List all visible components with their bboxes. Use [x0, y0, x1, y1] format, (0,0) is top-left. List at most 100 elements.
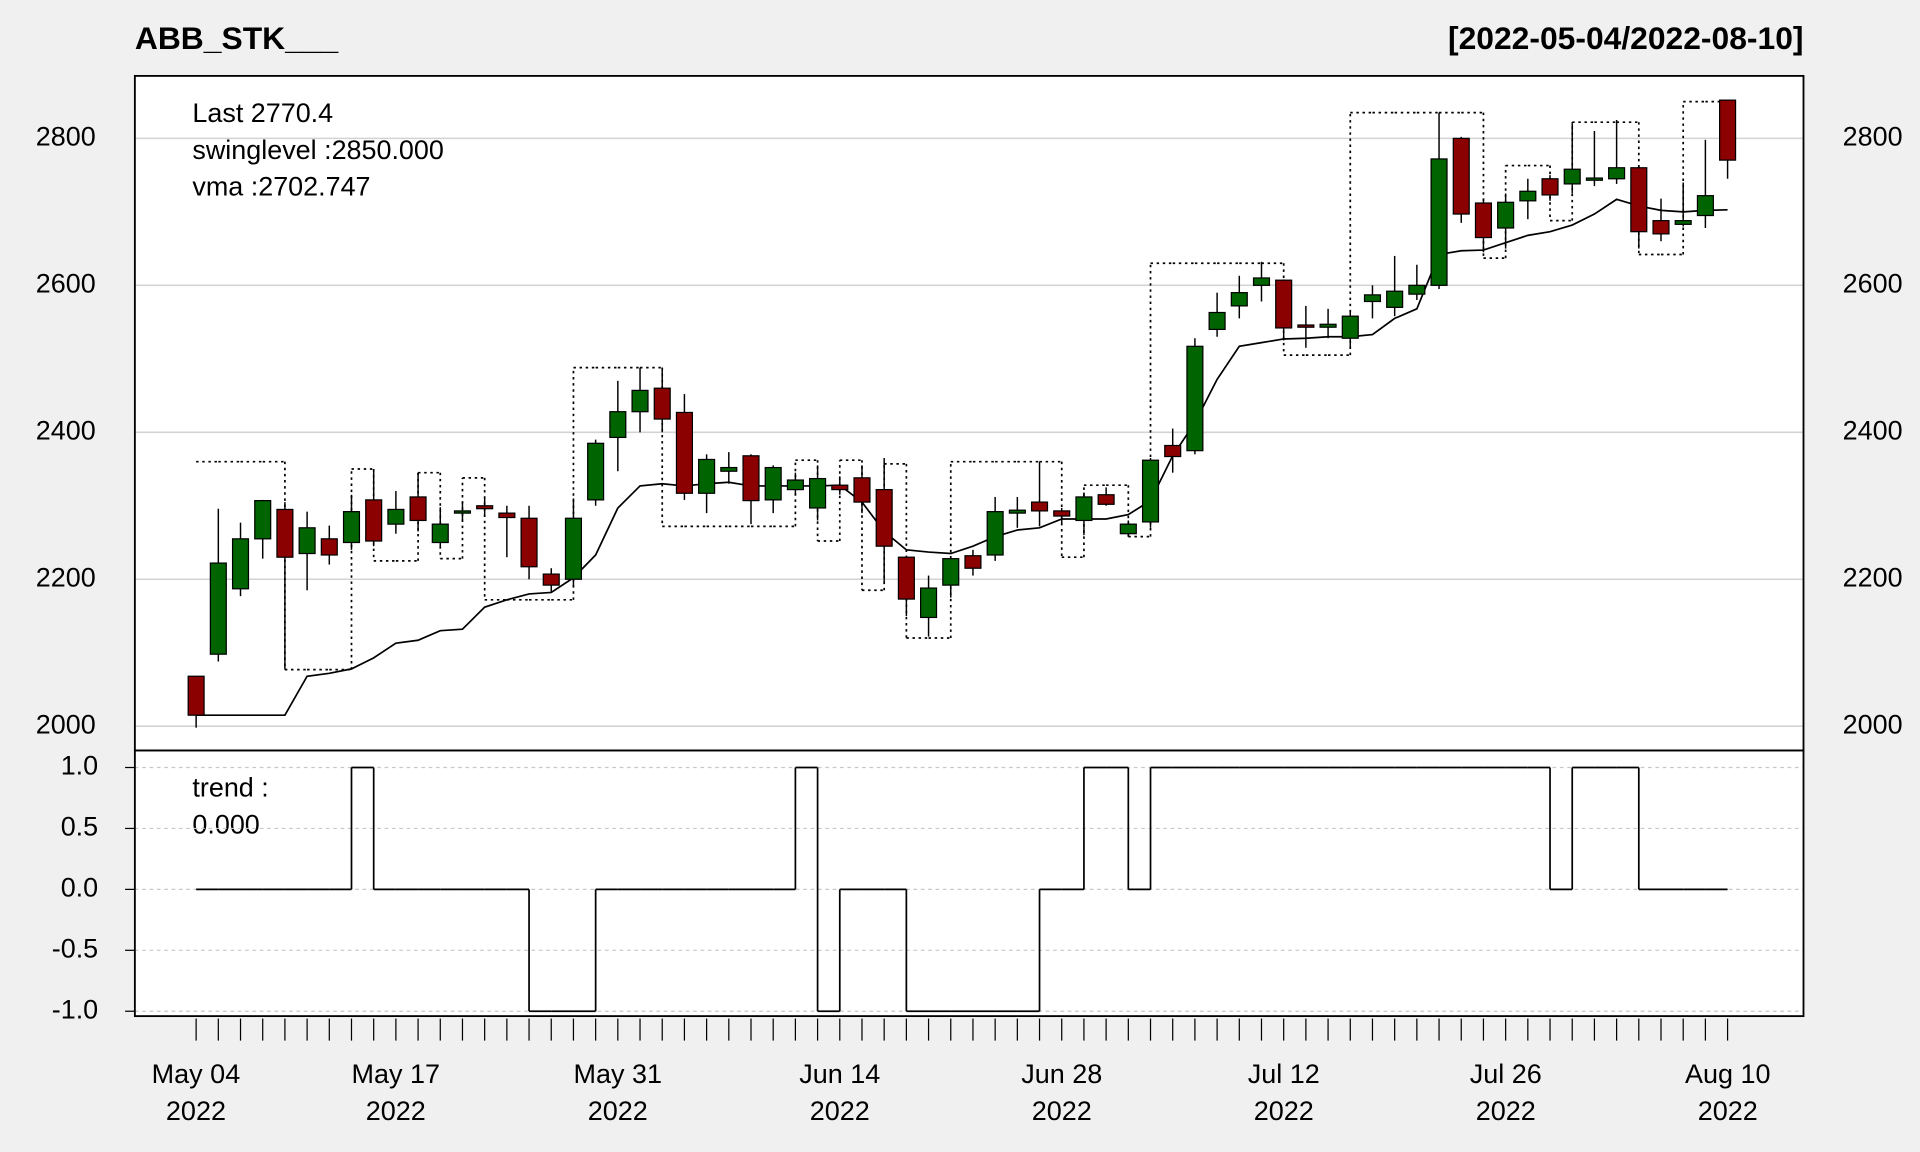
- panel-frame: [133, 749, 1805, 1018]
- candle-body: [1319, 323, 1337, 328]
- x-tick-label: Jul 26 2022: [1469, 1058, 1542, 1126]
- y-tick-label: -0.5: [52, 933, 98, 963]
- candle-body: [365, 499, 383, 542]
- candle-body: [1386, 290, 1404, 308]
- candle-body: [809, 477, 827, 509]
- candle-body: [409, 496, 427, 522]
- candle-body: [1497, 201, 1515, 229]
- candle-body: [187, 675, 205, 716]
- candle-body: [1452, 137, 1470, 215]
- candle-body: [1230, 292, 1248, 307]
- y-tick-label: 2200: [1843, 562, 1903, 592]
- candle-body: [897, 556, 915, 600]
- y-tick-label: 2400: [1843, 415, 1903, 445]
- candle-body: [1030, 501, 1049, 512]
- candle-body: [1474, 202, 1493, 239]
- candle-body: [964, 555, 982, 569]
- y-tick-label: 1.0: [61, 751, 98, 781]
- candle-body: [209, 562, 227, 655]
- y-tick-label: 2400: [36, 415, 96, 445]
- y-tick-label: 0.0: [61, 872, 98, 902]
- candle-body: [1141, 459, 1160, 523]
- y-tick-label: 2800: [1843, 121, 1903, 151]
- chart-title: ABB_STK___: [135, 20, 339, 56]
- candle-body: [1519, 190, 1537, 202]
- line-series: [196, 198, 1728, 717]
- candle-body: [986, 511, 1004, 556]
- candle-body: [1696, 195, 1714, 217]
- candle-body: [1008, 509, 1026, 514]
- candle-body: [764, 466, 782, 501]
- y-tick-label: 2800: [36, 121, 96, 151]
- y-tick-label: 2000: [36, 709, 96, 739]
- candle-body: [1275, 279, 1293, 329]
- candle-body: [1297, 324, 1315, 328]
- candle-body: [1053, 510, 1071, 517]
- candle-body: [254, 500, 272, 540]
- candle-body: [919, 587, 938, 619]
- y-tick-label: 2600: [36, 268, 96, 298]
- x-tick-label: May 04 2022: [151, 1058, 241, 1126]
- candle-body: [298, 527, 316, 555]
- candle-body: [520, 517, 538, 568]
- candle-body: [453, 510, 472, 514]
- legend-entry: swinglevel :2850.000: [192, 135, 443, 165]
- candle-body: [1341, 315, 1359, 339]
- candle-body: [942, 558, 960, 586]
- candle-body: [1541, 178, 1559, 196]
- candle-body: [631, 389, 649, 413]
- legend-entry: trend :: [192, 773, 268, 803]
- candle-body: [1252, 277, 1271, 286]
- legend-entry: vma :2702.747: [192, 172, 370, 202]
- candle-body: [1164, 444, 1182, 458]
- candle-body: [1608, 167, 1626, 180]
- candle-body: [609, 411, 627, 439]
- y-tick-label: 2600: [1843, 268, 1903, 298]
- date-range: [2022-05-04/2022-08-10]: [1448, 20, 1803, 56]
- plot-area: [134, 75, 1804, 1017]
- candle-body: [1719, 99, 1737, 161]
- candle-body: [853, 477, 871, 503]
- candle-body: [231, 538, 250, 590]
- candle-body: [831, 484, 849, 491]
- x-tick-label: May 31 2022: [573, 1058, 663, 1126]
- candle-body: [786, 479, 804, 491]
- candle-body: [387, 508, 405, 525]
- legend-value: 0.000: [192, 809, 259, 839]
- candle-body: [542, 573, 560, 586]
- candle-body: [1430, 158, 1448, 286]
- candle-body: [431, 523, 449, 544]
- candle-body: [1630, 167, 1648, 233]
- candle-body: [875, 488, 893, 547]
- candle-body: [1208, 311, 1226, 331]
- y-tick-label: 2000: [1843, 709, 1903, 739]
- candle-body: [1075, 496, 1093, 522]
- candle-body: [1186, 345, 1204, 452]
- candle-body: [720, 466, 738, 472]
- candle-body: [1563, 168, 1581, 185]
- candle-body: [1674, 220, 1692, 225]
- x-tick-label: Aug 10 2022: [1684, 1058, 1771, 1126]
- candle-body: [742, 455, 760, 502]
- candle-body: [320, 538, 338, 556]
- x-tick-label: Jun 14 2022: [799, 1058, 881, 1126]
- candle-body: [1119, 523, 1137, 535]
- candle-body: [564, 517, 583, 580]
- candle-body: [1363, 294, 1382, 303]
- candle-body: [1097, 494, 1115, 505]
- candle-body: [653, 387, 671, 420]
- candle-body: [1408, 284, 1426, 295]
- candle-body: [698, 458, 716, 494]
- x-tick-label: May 17 2022: [351, 1058, 441, 1126]
- x-tick-label: Jul 12 2022: [1247, 1058, 1320, 1126]
- candle-body: [587, 442, 605, 501]
- candle-body: [276, 508, 294, 558]
- candle-body: [1652, 220, 1670, 235]
- x-tick-label: Jun 28 2022: [1021, 1058, 1103, 1126]
- candle-body: [476, 505, 494, 510]
- y-tick-label: 0.5: [61, 812, 98, 842]
- candle-body: [1585, 177, 1603, 181]
- candle-body: [498, 512, 516, 519]
- y-tick-label: -1.0: [52, 994, 98, 1024]
